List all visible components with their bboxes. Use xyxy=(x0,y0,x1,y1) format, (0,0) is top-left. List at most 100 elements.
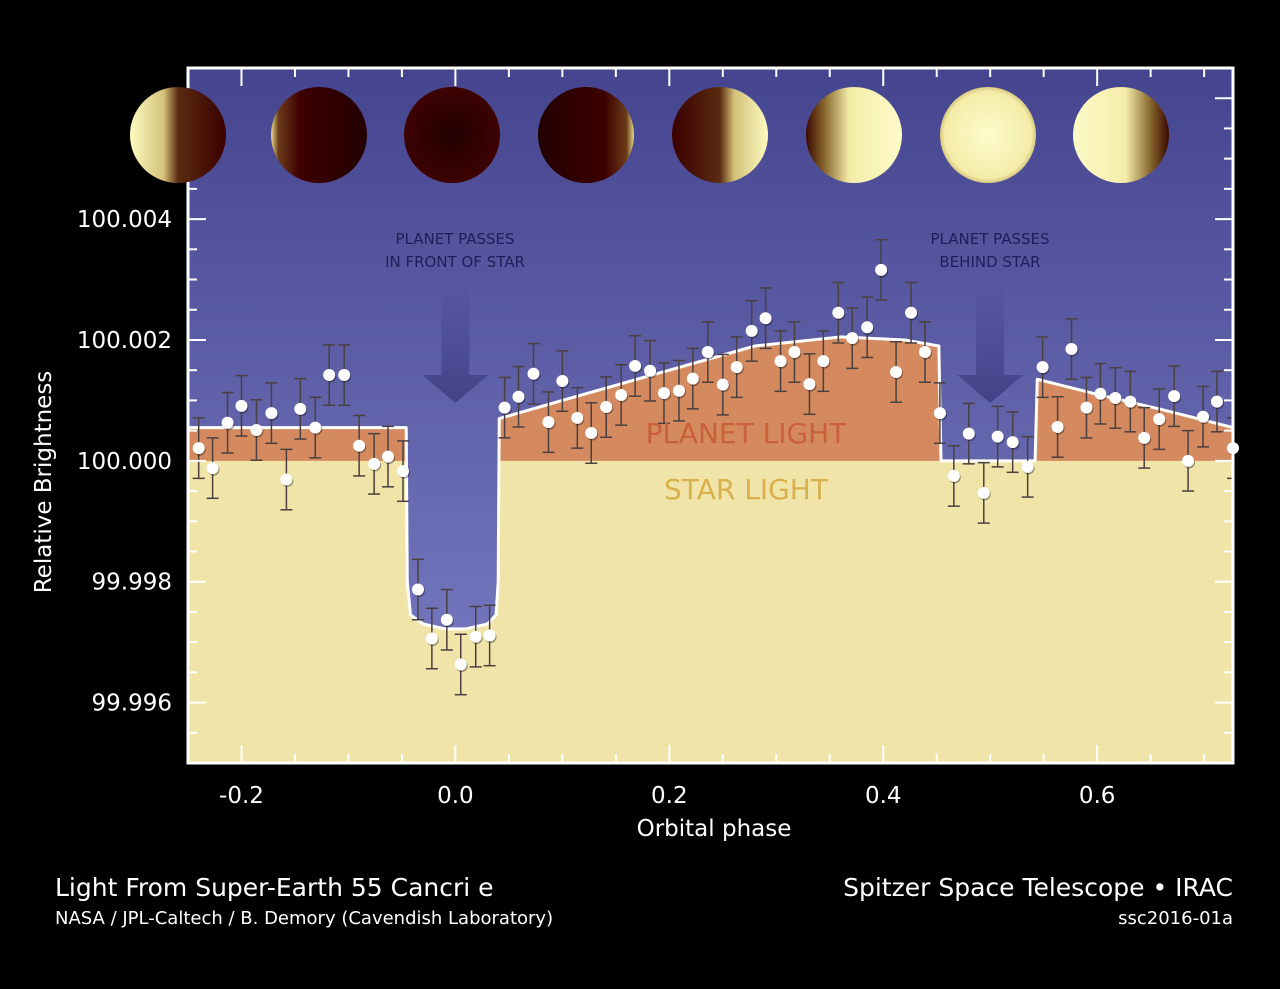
data-point xyxy=(192,442,205,455)
x-tick-label: 0.2 xyxy=(651,783,688,809)
error-bar xyxy=(1227,417,1233,480)
planet-phase-full-icon xyxy=(940,87,1036,183)
data-point xyxy=(1036,361,1049,374)
data-point xyxy=(527,367,540,380)
planet-phase-gibbous-right-dark-icon xyxy=(1073,87,1169,183)
data-point xyxy=(411,583,424,596)
y-tick-label: 100.004 xyxy=(77,207,172,233)
data-point xyxy=(657,387,670,400)
y-tick-label: 99.996 xyxy=(92,691,172,717)
data-point xyxy=(454,658,467,671)
y-axis-label: Relative Brightness xyxy=(31,371,57,594)
data-point xyxy=(1124,395,1137,408)
data-point xyxy=(1138,431,1151,444)
data-point xyxy=(323,369,336,382)
data-point xyxy=(962,427,975,440)
data-point xyxy=(861,321,874,334)
data-point xyxy=(701,346,714,359)
planet-phase-gibbous-left-dark-icon xyxy=(806,87,902,183)
data-point xyxy=(250,424,263,437)
data-point xyxy=(571,411,584,424)
data-point xyxy=(1006,436,1019,449)
data-point xyxy=(368,457,381,470)
data-point xyxy=(947,469,960,482)
down-arrow-icon xyxy=(957,280,1024,403)
data-point xyxy=(498,401,511,414)
caption-title: Light From Super-Earth 55 Cancri e xyxy=(55,873,494,902)
data-point xyxy=(759,312,772,325)
planet-phase-new-icon xyxy=(404,87,500,183)
data-point xyxy=(672,384,685,397)
data-point xyxy=(832,306,845,319)
annotation-eclipse-line1: PLANET PASSES xyxy=(930,230,1049,248)
annotation-eclipse-line2: BEHIND STAR xyxy=(939,253,1040,271)
data-point xyxy=(629,359,642,372)
data-point xyxy=(556,375,569,388)
data-point xyxy=(803,378,816,391)
x-axis-label: Orbital phase xyxy=(637,816,792,842)
data-point xyxy=(716,378,729,391)
data-point xyxy=(512,390,525,403)
data-point xyxy=(905,306,918,319)
x-tick-label: 0.6 xyxy=(1079,783,1116,809)
planet-light-label: PLANET LIGHT xyxy=(646,417,848,450)
annotation-transit-line2: IN FRONT OF STAR xyxy=(385,253,525,271)
data-point xyxy=(918,346,931,359)
data-point xyxy=(1021,460,1034,473)
data-point xyxy=(1182,454,1195,467)
data-point xyxy=(1051,420,1064,433)
data-point xyxy=(730,361,743,374)
data-point xyxy=(294,402,307,415)
data-point xyxy=(235,399,248,412)
y-tick-label: 99.998 xyxy=(92,570,172,596)
data-point xyxy=(338,369,351,382)
data-point xyxy=(280,473,293,486)
x-tick-label: 0.0 xyxy=(437,783,474,809)
data-point xyxy=(817,355,830,368)
data-point xyxy=(745,324,758,337)
data-point xyxy=(353,439,366,452)
y-tick-label: 100.000 xyxy=(77,449,172,475)
data-point xyxy=(788,346,801,359)
data-point xyxy=(600,401,613,414)
annotation-transit-line1: PLANET PASSES xyxy=(395,230,514,248)
data-point xyxy=(1168,390,1181,403)
y-tick-label: 100.002 xyxy=(77,328,172,354)
data-point xyxy=(440,613,453,626)
data-point xyxy=(615,388,628,401)
planet-phase-crescent-right-icon xyxy=(538,87,634,183)
data-point xyxy=(1109,391,1122,404)
data-point xyxy=(991,430,1004,443)
plot-frame xyxy=(186,66,1235,765)
data-point xyxy=(846,332,859,345)
data-point xyxy=(1080,401,1093,414)
x-tick-label: 0.4 xyxy=(865,783,902,809)
data-point xyxy=(382,450,395,463)
caption-instrument: Spitzer Space Telescope • IRAC xyxy=(843,873,1233,902)
data-point xyxy=(265,407,278,420)
data-point xyxy=(1065,343,1078,356)
data-point xyxy=(977,486,990,499)
data-point xyxy=(425,632,438,645)
caption-id: ssc2016-01a xyxy=(1118,908,1233,929)
data-point xyxy=(396,465,409,478)
data-point xyxy=(1197,410,1210,423)
star-light-area xyxy=(188,460,1233,763)
data-point xyxy=(469,630,482,643)
data-point xyxy=(644,364,657,377)
data-point xyxy=(933,407,946,420)
data-point xyxy=(221,416,234,429)
data-point xyxy=(542,416,555,429)
planet-phase-first-quarter-left-icon xyxy=(130,87,226,183)
star-light-label: STAR LIGHT xyxy=(664,473,829,506)
down-arrow-icon xyxy=(422,280,489,403)
data-point xyxy=(585,427,598,440)
data-point xyxy=(890,365,903,378)
data-point xyxy=(483,629,496,642)
caption-credit: NASA / JPL-Caltech / B. Demory (Cavendis… xyxy=(55,908,554,929)
planet-phase-crescent-left-icon xyxy=(271,87,367,183)
data-point xyxy=(206,462,219,475)
data-point xyxy=(1210,395,1223,408)
data-point xyxy=(875,263,888,276)
